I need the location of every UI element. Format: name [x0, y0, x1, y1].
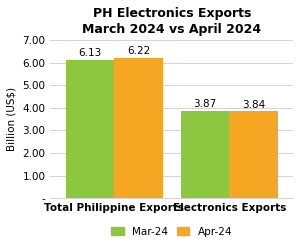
Bar	[114, 58, 163, 198]
Y-axis label: Billion (US$): Billion (US$)	[7, 87, 17, 151]
Bar	[229, 112, 278, 198]
Text: 6.22: 6.22	[127, 46, 150, 56]
Bar	[181, 111, 229, 198]
Legend: Mar-24, Apr-24: Mar-24, Apr-24	[107, 222, 236, 241]
Text: 3.84: 3.84	[242, 100, 265, 110]
Text: 6.13: 6.13	[78, 48, 102, 58]
Text: 3.87: 3.87	[193, 99, 217, 109]
Bar	[66, 60, 114, 198]
Title: PH Electronics Exports
March 2024 vs April 2024: PH Electronics Exports March 2024 vs Apr…	[82, 7, 261, 36]
